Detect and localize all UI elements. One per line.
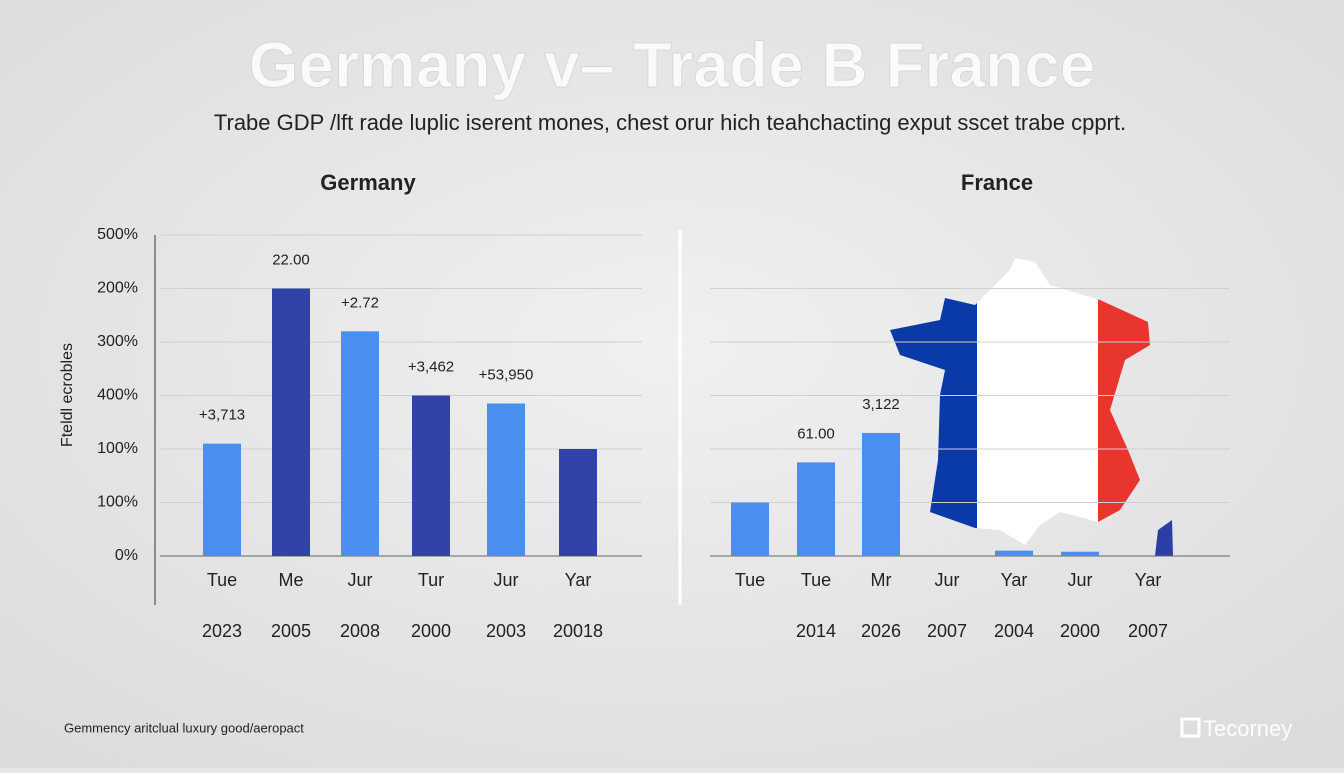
y-tick-label: 400% — [97, 387, 138, 404]
x-tick-label: Tur — [418, 570, 444, 590]
bar — [487, 403, 525, 556]
x-tick-sublabel: 2005 — [271, 621, 311, 641]
x-tick-label: Me — [278, 570, 303, 590]
bar — [412, 395, 450, 556]
bar — [862, 432, 900, 556]
x-tick-sublabel: 2014 — [796, 621, 836, 641]
bar — [203, 443, 241, 556]
x-tick-label: Jur — [934, 570, 959, 590]
bar — [559, 449, 597, 556]
bar-annotation: +3,713 — [199, 407, 245, 424]
x-tick-label: Jur — [493, 570, 518, 590]
x-tick-label: Yar — [1135, 570, 1162, 590]
x-tick-sublabel: 2004 — [994, 621, 1034, 641]
x-tick-label: Tue — [801, 570, 831, 590]
flag-fragment — [1155, 520, 1173, 556]
footer: Gemmency aritclual luxury good/aeropact — [64, 720, 304, 735]
x-tick-sublabel: 20018 — [553, 621, 603, 641]
x-tick-label: Yar — [1001, 570, 1028, 590]
y-tick-label: 200% — [97, 280, 138, 297]
brand-icon — [1180, 717, 1201, 738]
x-tick-label: Tue — [207, 570, 237, 590]
subtitle: Trabe GDP /lft rade luplic iserent mones… — [214, 110, 1126, 135]
bar — [797, 462, 835, 556]
x-tick-sublabel: 2023 — [202, 621, 242, 641]
y-tick-label: 100% — [97, 494, 138, 511]
bar-annotation: 22.00 — [272, 251, 310, 268]
x-tick-sublabel: 2007 — [927, 621, 967, 641]
bar — [1061, 551, 1099, 556]
y-tick-label: 500% — [97, 226, 138, 243]
bar — [995, 550, 1033, 556]
bar — [272, 288, 310, 556]
x-tick-sublabel: 2007 — [1128, 621, 1168, 641]
bar-annotation: +53,950 — [479, 366, 534, 383]
x-tick-label: Tue — [735, 570, 765, 590]
x-tick-label: Jur — [347, 570, 372, 590]
chart-title: France — [961, 170, 1033, 195]
bar-annotation: +2.72 — [341, 294, 379, 311]
x-tick-sublabel: 2000 — [1060, 621, 1100, 641]
title: Germany v– Trade B France — [249, 29, 1096, 101]
brand: Tecorney — [1203, 716, 1292, 741]
bar — [341, 331, 379, 556]
chart-title: Germany — [320, 170, 416, 195]
x-tick-sublabel: 2026 — [861, 621, 901, 641]
x-tick-sublabel: 2003 — [486, 621, 526, 641]
x-tick-label: Mr — [871, 570, 892, 590]
y-tick-label: 100% — [97, 440, 138, 457]
bar-annotation: +3,462 — [408, 358, 454, 375]
y-tick-label: 300% — [97, 333, 138, 350]
x-tick-label: Yar — [565, 570, 592, 590]
bar — [731, 502, 769, 556]
x-tick-label: Jur — [1067, 570, 1092, 590]
bar-annotation: 3,122 — [862, 396, 900, 413]
bar-annotation: 61.00 — [797, 425, 835, 442]
x-tick-sublabel: 2000 — [411, 621, 451, 641]
y-tick-label: 0% — [115, 547, 138, 564]
y-axis-label: Fteldl ecrobles — [59, 343, 76, 447]
x-tick-sublabel: 2008 — [340, 621, 380, 641]
